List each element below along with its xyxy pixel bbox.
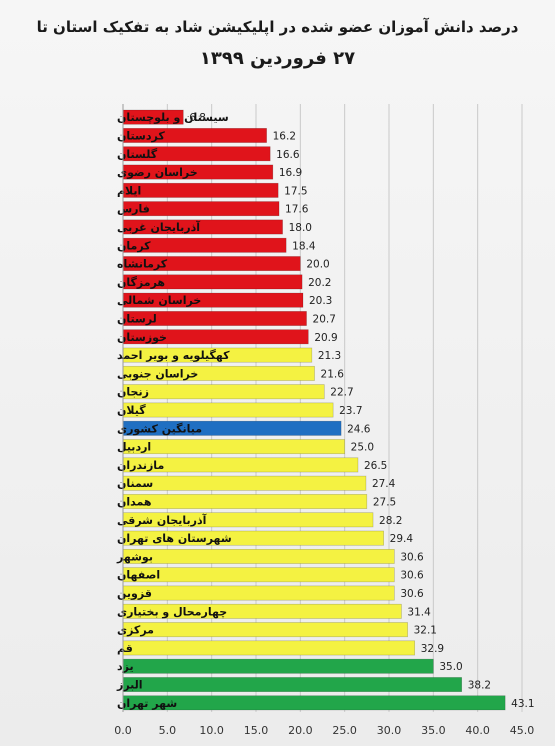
- bar: [122, 585, 395, 601]
- data-label: 23.7: [339, 405, 362, 417]
- chart-title: درصد دانش آموزان عضو شده در اپلیکیشن شاد…: [36, 18, 519, 36]
- category-label: یزد: [117, 660, 134, 673]
- x-tick-label: 10.0: [199, 724, 224, 737]
- data-label: 32.9: [421, 643, 444, 655]
- data-label: 18.0: [289, 222, 312, 234]
- x-tick-label: 25.0: [332, 724, 357, 737]
- category-label: آذربایجان غربی: [117, 220, 200, 234]
- data-label: 21.3: [318, 350, 341, 362]
- category-label: چهارمحال و بختیاری: [117, 605, 227, 618]
- data-label: 20.9: [314, 332, 337, 344]
- category-label: خراسان شمالی: [117, 294, 201, 307]
- x-tick-label: 45.0: [510, 724, 535, 737]
- data-label: 26.5: [364, 460, 387, 472]
- category-label: اردبیل: [117, 441, 151, 454]
- bar: [122, 640, 416, 656]
- data-label: 16.2: [273, 130, 296, 142]
- category-label: آذربایجان شرقی: [117, 513, 207, 527]
- data-label: 30.6: [400, 570, 424, 582]
- bar: [122, 494, 368, 509]
- data-label: 31.4: [407, 606, 431, 618]
- data-label: 17.5: [284, 185, 307, 197]
- bar: [122, 677, 463, 692]
- bar: [122, 695, 506, 711]
- category-label: گیلان: [117, 404, 146, 417]
- data-label: 43.1: [511, 698, 534, 710]
- data-label: 22.7: [330, 387, 353, 399]
- data-label: 30.6: [400, 551, 424, 563]
- category-label: شهر تهران: [117, 697, 177, 710]
- data-label: 20.2: [308, 277, 331, 289]
- category-label: کرمان: [117, 239, 151, 252]
- category-label: کرمانشاه: [117, 258, 168, 271]
- category-label: همدان: [117, 496, 152, 509]
- category-label: کهگیلویه و بویر احمد: [117, 349, 230, 362]
- category-label: هرمزگان: [117, 276, 165, 289]
- category-label: اصفهان: [117, 569, 160, 582]
- data-label: 16.9: [279, 167, 302, 179]
- data-label: 29.4: [390, 533, 414, 545]
- bar: [122, 622, 408, 638]
- data-label: 21.6: [321, 368, 345, 380]
- data-label: 28.2: [379, 515, 402, 527]
- category-label: البرز: [116, 679, 143, 692]
- bar: [122, 182, 279, 198]
- category-label: ایلام: [117, 184, 141, 197]
- bar: [122, 548, 395, 564]
- category-label: مازندران: [117, 459, 164, 472]
- x-tick-label: 20.0: [288, 724, 313, 737]
- data-label: 38.2: [468, 680, 491, 692]
- data-label: 18.4: [292, 240, 316, 252]
- data-label: 20.0: [306, 259, 329, 271]
- category-label: شهرستان های تهران: [117, 532, 232, 545]
- data-label: 20.7: [313, 313, 336, 325]
- category-label: سیستان و بلوچستان: [117, 111, 229, 124]
- data-label: 27.4: [372, 478, 396, 490]
- category-label: گلستان: [117, 148, 158, 161]
- x-tick-label: 15.0: [244, 724, 269, 737]
- x-tick-label: 40.0: [465, 724, 490, 737]
- data-label: 27.5: [373, 497, 396, 509]
- x-tick-label: 35.0: [421, 724, 446, 737]
- category-label: خراسان جنوبی: [117, 367, 198, 380]
- x-tick-label: 0.0: [114, 724, 132, 737]
- data-label: 32.1: [414, 625, 437, 637]
- bar: [122, 439, 345, 455]
- category-label: میانگین کشوری: [117, 422, 202, 435]
- bar: [122, 658, 434, 674]
- category-label: قزوین: [117, 587, 152, 600]
- category-label: خوزستان: [117, 331, 167, 344]
- bar: [122, 567, 395, 583]
- category-label: فارس: [117, 203, 150, 216]
- data-label: 24.6: [347, 423, 371, 435]
- data-label: 6.8: [189, 112, 206, 124]
- data-label: 25.0: [351, 442, 374, 454]
- chart-subtitle: ۲۷ فروردین ۱۳۹۹: [199, 48, 356, 69]
- data-label: 20.3: [309, 295, 332, 307]
- data-label: 30.6: [400, 588, 424, 600]
- category-label: مرکزی: [117, 624, 154, 637]
- x-tick-label: 30.0: [377, 724, 402, 737]
- x-tick-label: 5.0: [159, 724, 177, 737]
- category-label: کردستان: [117, 129, 165, 142]
- data-label: 17.6: [285, 204, 309, 216]
- category-label: لرستان: [117, 312, 157, 325]
- bar: [122, 475, 367, 491]
- bar: [122, 402, 334, 418]
- category-label: بوشهر: [116, 550, 153, 563]
- data-label: 35.0: [439, 661, 462, 673]
- category-label: زنجان: [117, 386, 149, 399]
- category-label: خراسان رضوی: [117, 166, 198, 179]
- category-label: قم: [117, 642, 133, 655]
- category-label: سمنان: [117, 477, 153, 490]
- data-label: 16.6: [276, 149, 300, 161]
- bar: [122, 384, 325, 400]
